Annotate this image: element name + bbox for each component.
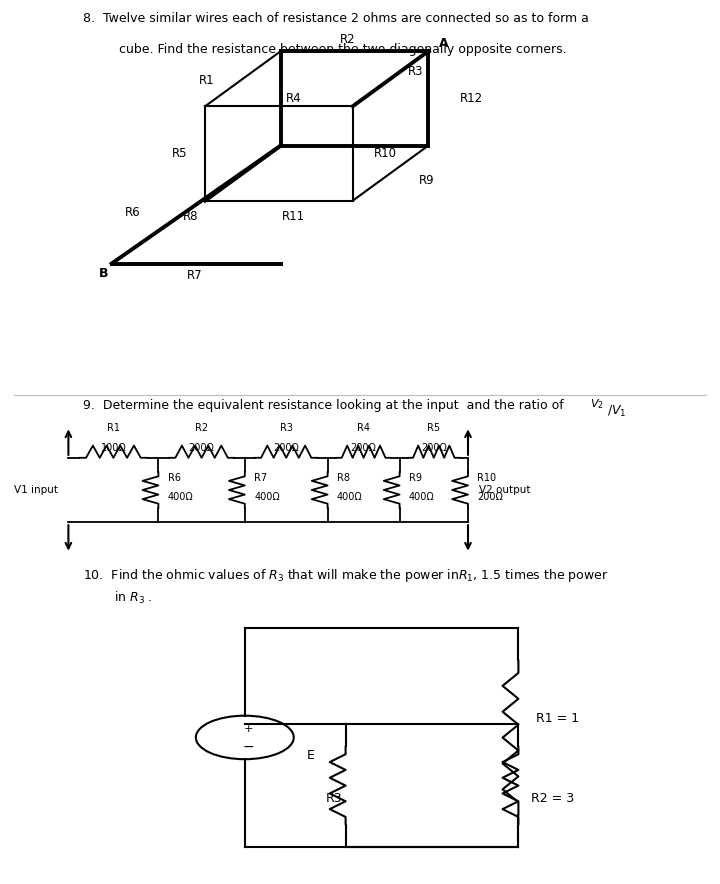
Text: R12: R12	[460, 92, 483, 105]
Text: R4: R4	[286, 92, 301, 105]
Text: R3: R3	[279, 423, 293, 433]
Text: R2: R2	[340, 33, 355, 46]
Text: 8.  Twelve similar wires each of resistance 2 ohms are connected so as to form a: 8. Twelve similar wires each of resistan…	[83, 11, 589, 25]
Text: R7: R7	[186, 269, 202, 282]
Text: 200Ω: 200Ω	[351, 443, 377, 453]
Text: R8: R8	[183, 210, 199, 223]
Text: R2: R2	[195, 423, 208, 433]
Text: 100Ω: 100Ω	[101, 443, 126, 453]
Text: R6: R6	[125, 206, 140, 219]
Text: R9: R9	[409, 473, 422, 483]
Text: R10: R10	[477, 473, 497, 483]
Text: R5: R5	[427, 423, 441, 433]
Text: R9: R9	[419, 174, 434, 187]
Text: −: −	[243, 739, 254, 753]
Text: 200Ω: 200Ω	[421, 443, 446, 453]
Text: R1 = 1: R1 = 1	[536, 712, 580, 725]
Text: cube. Find the resistance between the two diagonally opposite corners.: cube. Find the resistance between the tw…	[119, 43, 567, 57]
Text: R3: R3	[325, 792, 342, 805]
Text: R2 = 3: R2 = 3	[531, 792, 575, 805]
Text: 400Ω: 400Ω	[409, 492, 435, 502]
Text: R10: R10	[374, 147, 397, 160]
Text: 9.  Determine the equivalent resistance looking at the input  and the ratio of: 9. Determine the equivalent resistance l…	[83, 399, 564, 412]
Text: R11: R11	[282, 210, 305, 223]
Text: in $R_3$ .: in $R_3$ .	[114, 590, 153, 606]
Text: B: B	[99, 267, 108, 280]
Text: R6: R6	[168, 473, 181, 483]
Text: R5: R5	[172, 147, 188, 160]
Text: R3: R3	[408, 65, 424, 79]
Text: 400Ω: 400Ω	[168, 492, 194, 502]
Text: R4: R4	[357, 423, 370, 433]
Text: +: +	[243, 724, 253, 735]
Text: R1: R1	[199, 73, 215, 87]
Text: $\mathit{/V}_1$: $\mathit{/V}_1$	[607, 404, 626, 419]
Text: V1 input: V1 input	[14, 485, 58, 495]
Text: 10.  Find the ohmic values of $R_3$ that will make the power in$R_1$, 1.5 times : 10. Find the ohmic values of $R_3$ that …	[83, 568, 608, 584]
Text: 200Ω: 200Ω	[189, 443, 215, 453]
Text: R1: R1	[107, 423, 120, 433]
Text: V2 output: V2 output	[479, 485, 531, 495]
Text: 200Ω: 200Ω	[274, 443, 299, 453]
Text: A: A	[439, 37, 449, 50]
Text: R8: R8	[337, 473, 350, 483]
Text: E: E	[307, 749, 315, 761]
Text: 200Ω: 200Ω	[477, 492, 503, 502]
Text: $\mathit{V}_2$: $\mathit{V}_2$	[590, 397, 604, 411]
Text: R7: R7	[254, 473, 267, 483]
Text: 400Ω: 400Ω	[337, 492, 363, 502]
Text: 400Ω: 400Ω	[254, 492, 280, 502]
